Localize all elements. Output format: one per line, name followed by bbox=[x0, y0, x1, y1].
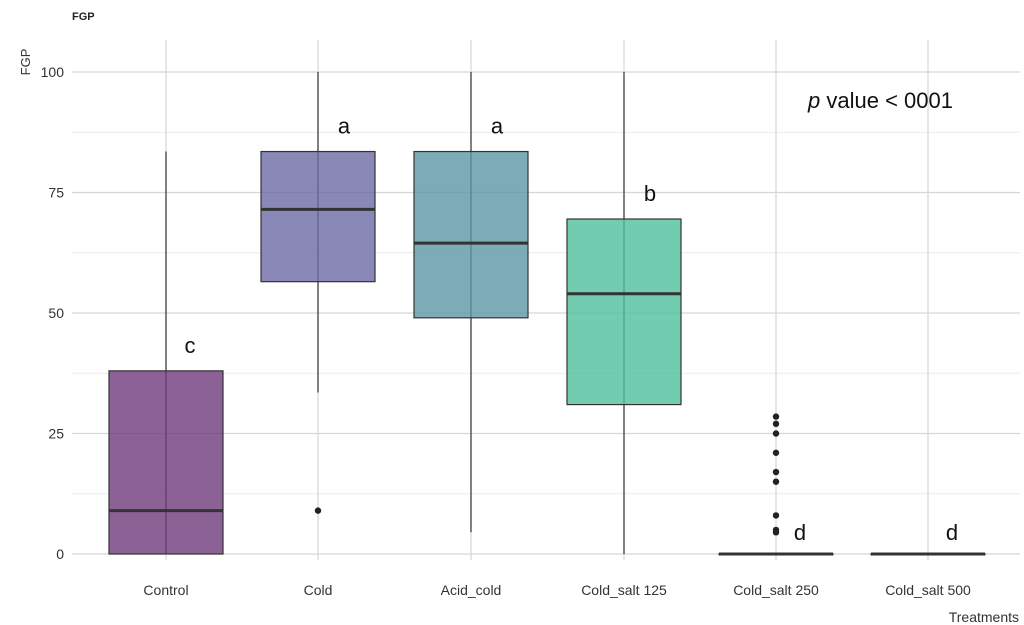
y-tick-label: 75 bbox=[48, 185, 64, 201]
y-axis-label: FGP bbox=[18, 49, 33, 76]
outlier-point bbox=[772, 478, 780, 485]
y-tick-label: 25 bbox=[48, 426, 64, 442]
box-group: a bbox=[260, 72, 376, 514]
significance-letter: b bbox=[644, 181, 656, 206]
outlier-point bbox=[314, 507, 322, 514]
y-tick-label: 100 bbox=[41, 64, 65, 80]
box bbox=[413, 150, 529, 319]
outlier-point bbox=[772, 413, 780, 420]
boxes: c a a b d d bbox=[108, 72, 986, 556]
chart-title: FGP bbox=[72, 11, 95, 23]
significance-letter: d bbox=[946, 520, 958, 545]
box-group: d bbox=[718, 413, 834, 556]
box bbox=[108, 370, 224, 555]
box-group: a bbox=[413, 72, 529, 533]
x-tick-label: Cold_salt 250 bbox=[733, 582, 819, 598]
p-italic: p bbox=[807, 88, 820, 113]
x-axis-ticks: Control Cold Acid_cold Cold_salt 125 Cold_sa… bbox=[143, 582, 971, 598]
x-tick-label: Cold_salt 125 bbox=[581, 582, 667, 598]
significance-letter: a bbox=[338, 114, 351, 139]
outlier-point bbox=[772, 420, 780, 428]
p-value-annotation: p value < 0001 bbox=[807, 88, 953, 113]
y-axis-ticks: 0 25 50 75 100 bbox=[41, 64, 65, 562]
significance-letter: a bbox=[491, 114, 504, 139]
x-tick-label: Acid_cold bbox=[441, 582, 502, 598]
outlier-point bbox=[772, 526, 780, 534]
y-tick-label: 50 bbox=[48, 305, 64, 321]
box bbox=[566, 218, 682, 406]
box-group: b bbox=[566, 72, 682, 554]
box-group: c bbox=[108, 151, 224, 555]
x-tick-label: Control bbox=[143, 582, 188, 598]
significance-letter: c bbox=[185, 333, 196, 358]
x-axis-label: Treatments bbox=[949, 609, 1019, 625]
outlier-point bbox=[772, 449, 780, 456]
box-group: d bbox=[870, 520, 986, 556]
p-value-text: value < 0001 bbox=[820, 88, 953, 113]
x-tick-label: Cold bbox=[304, 582, 333, 598]
x-tick-label: Cold_salt 500 bbox=[885, 582, 971, 598]
box bbox=[260, 150, 376, 283]
significance-letter: d bbox=[794, 520, 806, 545]
outlier-point bbox=[772, 512, 780, 519]
y-tick-label: 0 bbox=[56, 546, 64, 562]
outlier-point bbox=[772, 468, 780, 476]
outlier-point bbox=[772, 430, 780, 437]
